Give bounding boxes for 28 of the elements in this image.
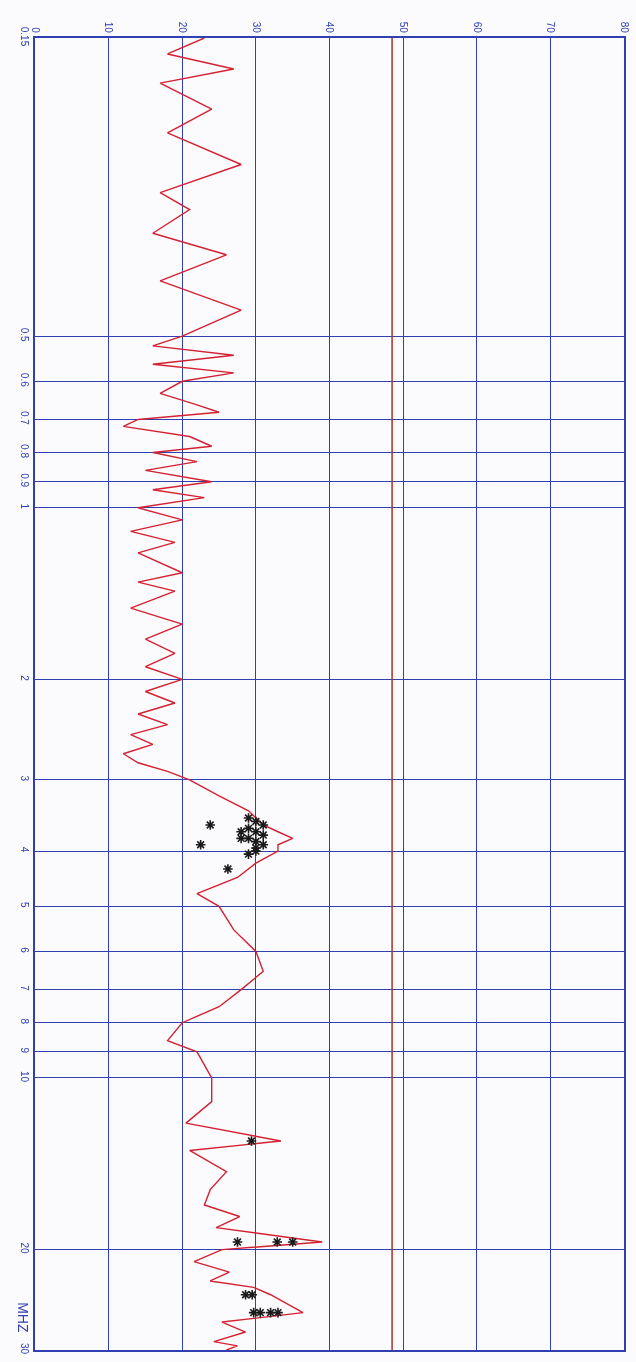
- y-tick-label: 20: [19, 1242, 31, 1255]
- y-tick-label: 9: [19, 1047, 31, 1054]
- y-tick-label: 0.9: [19, 473, 31, 488]
- x-tick-label: 80: [618, 21, 630, 34]
- y-tick-label: 8: [19, 1018, 31, 1025]
- y-tick-label: 0.5: [19, 327, 31, 343]
- y-tick-label: 5: [19, 902, 31, 909]
- y-tick-label: 1: [19, 503, 31, 510]
- y-tick-label: 6: [19, 947, 31, 954]
- y-tick-label: 0.6: [19, 372, 31, 388]
- y-tick-label: 10: [19, 1070, 31, 1083]
- y-tick-label: 0.15: [19, 26, 31, 47]
- x-tick-label: 10: [103, 21, 115, 34]
- x-tick-label: 20: [177, 21, 188, 34]
- y-axis-title: MHZ: [15, 1302, 32, 1333]
- y-tick-label: 4: [19, 846, 31, 853]
- x-tick-label: 50: [397, 21, 409, 34]
- y-tick-label: 0.8: [19, 444, 31, 459]
- y-tick-label: 30: [19, 1342, 31, 1355]
- y-tick-label: 2: [19, 675, 31, 682]
- x-tick-label: 30: [250, 21, 262, 34]
- y-tick-label: 7: [19, 985, 31, 992]
- x-tick-label: 70: [545, 21, 557, 34]
- x-tick-label: 40: [324, 21, 336, 34]
- y-tick-label: 0.7: [19, 411, 31, 426]
- y-tick-label: 3: [19, 775, 31, 782]
- x-tick-label: 60: [471, 21, 483, 34]
- x-tick-label: 0: [29, 27, 41, 34]
